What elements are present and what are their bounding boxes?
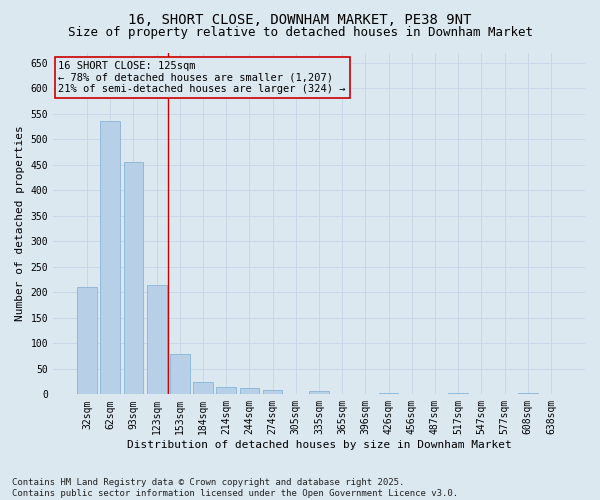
Bar [263,390,283,394]
Y-axis label: Number of detached properties: Number of detached properties [15,126,25,322]
Bar [217,386,236,394]
Bar [193,382,213,394]
X-axis label: Distribution of detached houses by size in Downham Market: Distribution of detached houses by size … [127,440,511,450]
Bar [77,287,97,395]
Bar [379,393,398,394]
Bar [309,392,329,394]
Bar [518,393,538,394]
Text: Size of property relative to detached houses in Downham Market: Size of property relative to detached ho… [67,26,533,39]
Bar [100,122,120,394]
Text: 16, SHORT CLOSE, DOWNHAM MARKET, PE38 9NT: 16, SHORT CLOSE, DOWNHAM MARKET, PE38 9N… [128,12,472,26]
Text: 16 SHORT CLOSE: 125sqm
← 78% of detached houses are smaller (1,207)
21% of semi-: 16 SHORT CLOSE: 125sqm ← 78% of detached… [58,61,346,94]
Bar [239,388,259,394]
Text: Contains HM Land Registry data © Crown copyright and database right 2025.
Contai: Contains HM Land Registry data © Crown c… [12,478,458,498]
Bar [124,162,143,394]
Bar [147,284,167,395]
Bar [170,354,190,395]
